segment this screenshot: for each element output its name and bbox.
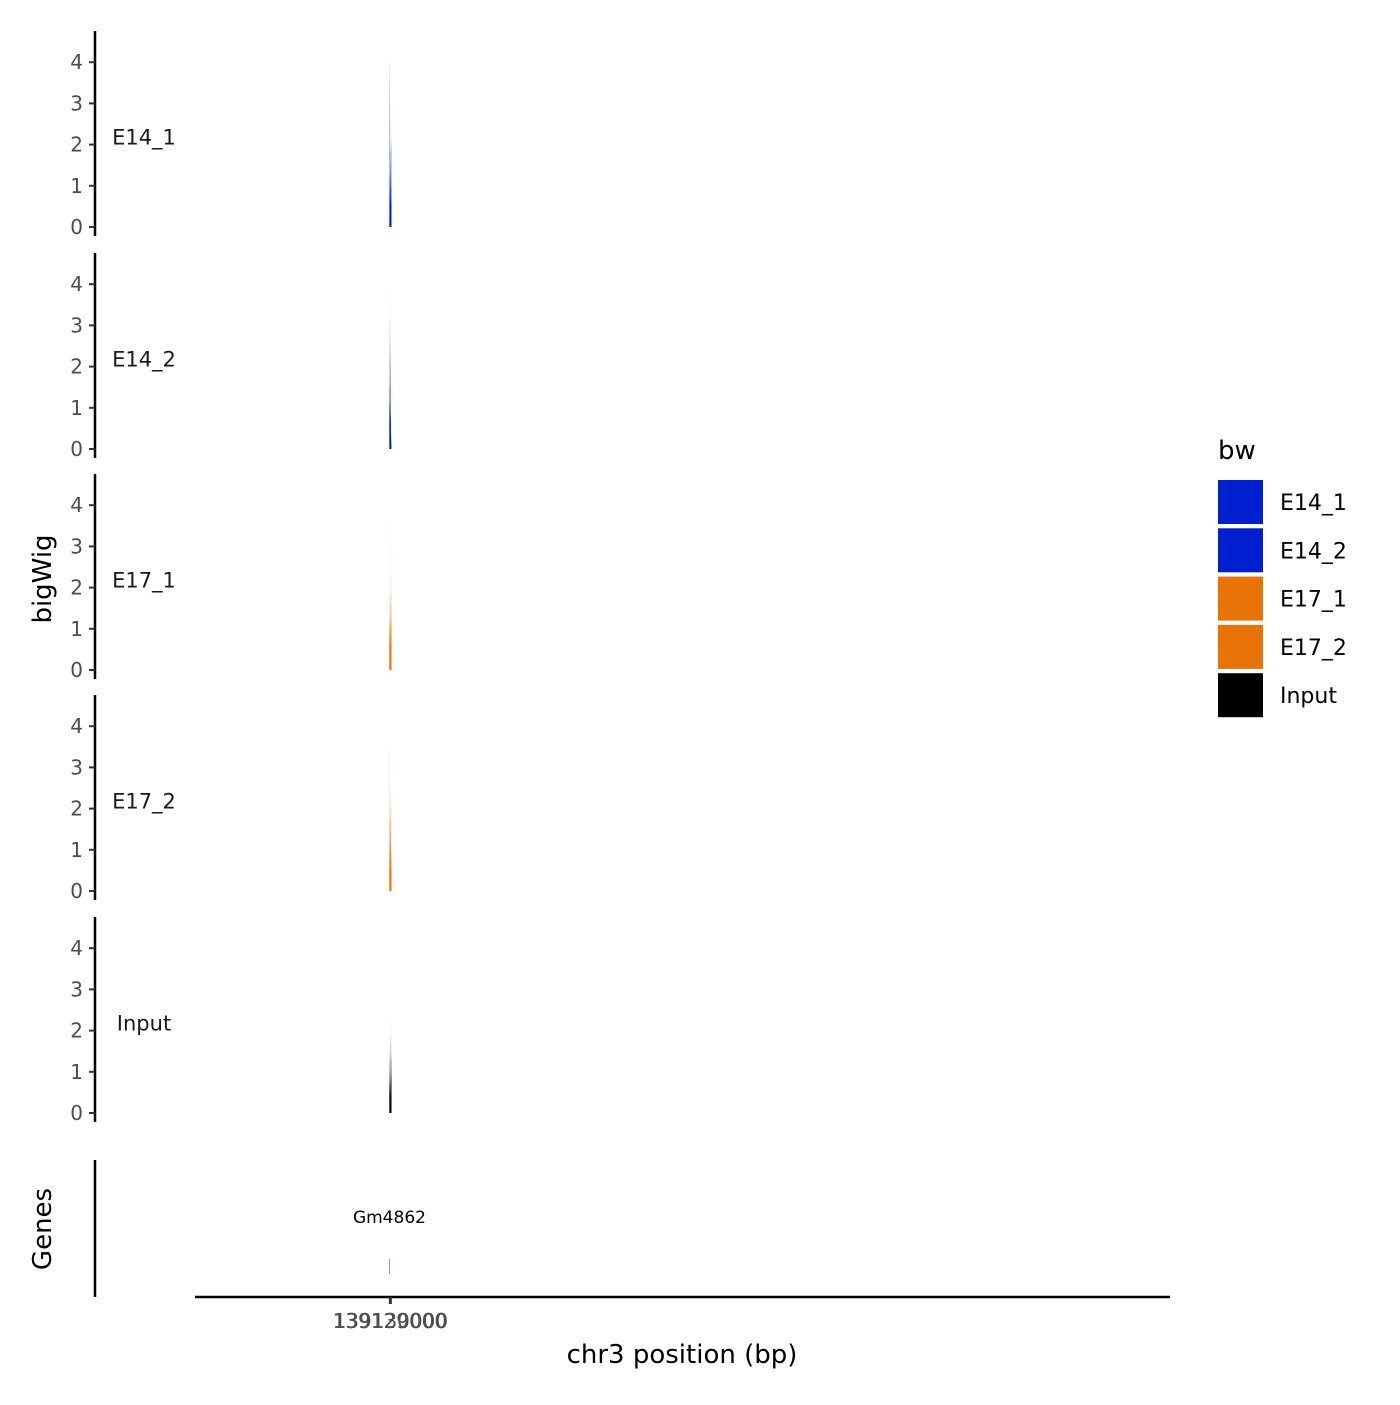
legend-item-E17_2: E17_2 (1218, 625, 1347, 669)
y-tick-label: 2 (70, 355, 83, 379)
genes-axis-title: Genes (28, 1188, 58, 1270)
y-tick-label: 3 (70, 91, 83, 115)
y-tick-label: 2 (70, 1019, 83, 1043)
y-tick-label: 4 (70, 493, 83, 517)
x-axis-title: chr3 position (bp) (567, 1340, 798, 1370)
y-axis-title: bigWig (28, 534, 58, 623)
legend-swatch (1218, 673, 1263, 717)
legend-item-Input: Input (1218, 673, 1337, 717)
track-label: Input (117, 1011, 171, 1035)
coverage-area-E14_1 (389, 58, 391, 227)
legend-title: bw (1218, 436, 1256, 466)
track-E17_2: 0 1 2 3 4 E17_2 (70, 695, 391, 903)
y-tick-label: 0 (70, 879, 83, 903)
gene-label: Gm4862 (353, 1208, 426, 1228)
y-tick-label: 4 (70, 714, 83, 738)
legend-swatch (1218, 625, 1263, 669)
legend-label: E14_2 (1280, 539, 1347, 564)
track-Input: 0 1 2 3 4 Input (70, 917, 391, 1125)
y-tick-label: 1 (70, 1060, 83, 1084)
y-tick-label: 2 (70, 576, 83, 600)
y-tick-label: 0 (70, 1101, 83, 1125)
y-tick-label: 3 (70, 534, 83, 558)
y-tick-label: 3 (70, 755, 83, 779)
y-tick-label: 0 (70, 215, 83, 239)
coverage-area-Input (389, 1014, 391, 1113)
genes-panel: Gm4862 (95, 1160, 426, 1297)
track-E14_1: 0 1 2 3 4 E14_1 (70, 31, 391, 239)
track-E17_1: 0 1 2 3 4 E17_1 (70, 474, 391, 682)
coverage-tracks: 0 1 2 3 4 E14_1 0 1 2 3 4 E14_2 0 1 2 3 4 E17_1 0 1 2 3 4 E17_2… (70, 31, 391, 1125)
track-label: E17_2 (112, 789, 176, 814)
y-tick-label: 1 (70, 617, 83, 641)
y-tick-label: 1 (70, 838, 83, 862)
track-label: E14_2 (112, 347, 176, 372)
y-tick-label: 4 (70, 936, 83, 960)
legend-label: E17_1 (1280, 588, 1347, 613)
y-tick-label: 3 (70, 313, 83, 337)
legend-label: Input (1280, 684, 1337, 709)
legend-label: E14_1 (1280, 491, 1347, 516)
y-tick-label: 4 (70, 50, 83, 74)
coverage-area-E17_2 (389, 743, 391, 891)
legend-item-E17_1: E17_1 (1218, 577, 1347, 621)
y-tick-label: 3 (70, 977, 83, 1001)
legend-item-E14_2: E14_2 (1218, 528, 1347, 572)
coverage-area-E14_2 (389, 264, 391, 449)
y-tick-label: 1 (70, 396, 83, 420)
y-tick-label: 0 (70, 658, 83, 682)
track-E14_2: 0 1 2 3 4 E14_2 (70, 253, 391, 461)
track-label: E14_1 (112, 125, 176, 150)
legend-label: E17_2 (1280, 636, 1347, 661)
legend-swatch (1218, 528, 1263, 572)
y-tick-label: 0 (70, 437, 83, 461)
legend-item-E14_1: E14_1 (1218, 480, 1347, 524)
coverage-area-E17_1 (389, 518, 391, 670)
gene-Gm4862: Gm4862 (353, 1208, 426, 1274)
legend-swatch (1218, 480, 1263, 524)
x-tick-label: 139130000 (334, 1309, 449, 1333)
y-tick-label: 1 (70, 174, 83, 198)
legend-swatch (1218, 577, 1263, 621)
y-tick-label: 2 (70, 797, 83, 821)
legend: bw E14_1 E14_2 E17_1 E17_2 Input (1218, 436, 1347, 717)
track-label: E17_1 (112, 568, 176, 593)
y-tick-label: 4 (70, 272, 83, 296)
y-tick-label: 2 (70, 133, 83, 157)
